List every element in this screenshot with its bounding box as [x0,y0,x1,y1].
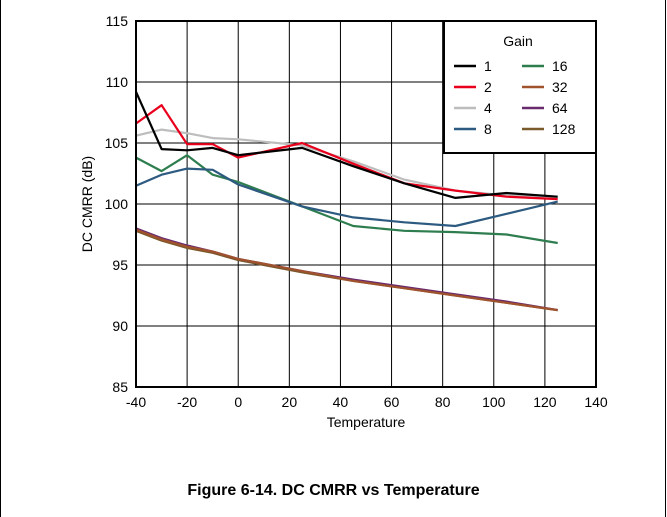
legend: Gain 1 2 4 8 16 32 64 128 [443,20,597,154]
x-tick-label: -20 [177,394,197,410]
x-tick-label: -40 [126,394,146,410]
y-tick-label: 105 [105,135,129,151]
series-line-gain-64 [135,227,558,312]
y-tick-label: 100 [105,196,129,212]
figure-caption: Figure 6-14. DC CMRR vs Temperature [187,482,480,499]
y-tick-label: 95 [112,257,128,273]
y-tick-label: 90 [112,318,128,334]
x-axis-label: Temperature [327,414,406,430]
x-tick-label: 0 [234,394,242,410]
series-line-gain-1 [134,91,558,199]
legend-label-gain-64: 64 [552,100,568,116]
series-line-gain-2 [135,104,558,201]
legend-label-gain-2: 2 [484,79,492,95]
x-tick-label: 20 [282,394,298,410]
y-axis-label: DC CMRR (dB) [79,156,95,252]
dc-cmrr-chart: -40 -20 0 20 40 60 80 100 120 140 85 90 95 100 105 110 1… [79,13,608,430]
legend-title: Gain [503,33,533,49]
series-lines [134,91,558,312]
y-tick-label: 110 [106,74,129,90]
x-tick-label: 100 [482,394,506,410]
tick-labels: -40 -20 0 20 40 60 80 100 120 140 85 90 95 100 105 110 1… [105,13,608,410]
series-line-gain-128 [135,229,558,312]
legend-label-gain-8: 8 [484,121,492,137]
x-tick-label: 120 [533,394,557,410]
y-tick-label: 115 [106,13,129,29]
legend-label-gain-128: 128 [552,121,576,137]
legend-label-gain-16: 16 [552,58,568,74]
x-tick-label: 40 [333,394,349,410]
series-line-gain-32 [135,228,558,312]
y-tick-label: 85 [112,379,128,395]
x-tick-label: 80 [435,394,451,410]
legend-label-gain-1: 1 [484,58,492,74]
legend-items: 1 2 4 8 16 32 64 128 [454,58,576,137]
plot-area-border [135,20,597,388]
series-line-gain-8 [135,167,558,228]
x-tick-label: 60 [384,394,400,410]
legend-label-gain-32: 32 [552,79,568,95]
x-tick-label: 140 [584,394,608,410]
legend-label-gain-4: 4 [484,100,492,116]
